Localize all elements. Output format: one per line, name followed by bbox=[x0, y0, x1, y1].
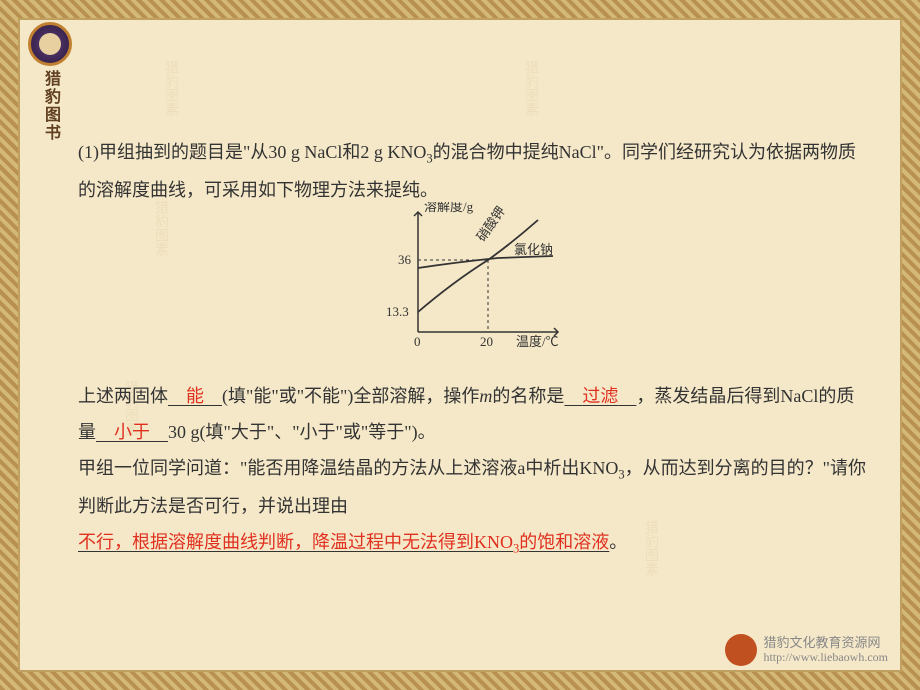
footer-brand: 猎豹文化教育资源网 http://www.liebaowh.com bbox=[725, 634, 888, 666]
ans-period: 。 bbox=[609, 532, 627, 552]
pad2b bbox=[618, 386, 636, 406]
op-m: m bbox=[479, 386, 492, 406]
answer-3: 小于 bbox=[114, 422, 150, 442]
brand-logo bbox=[28, 22, 72, 66]
pad2a bbox=[564, 386, 582, 406]
l3-t2: 30 g(填"大于"、"小于"或"等于")。 bbox=[168, 422, 436, 442]
ans-p1: 不行，根据溶解度曲线判断，降温过程中无法得到KNO bbox=[78, 532, 513, 552]
watermark: 猎豹图素 bbox=[520, 60, 540, 116]
blank-2: 过滤 bbox=[564, 386, 636, 406]
footer-url: http://www.liebaowh.com bbox=[763, 650, 888, 665]
l2-t3: 的名称是 bbox=[492, 386, 564, 406]
answer-2: 过滤 bbox=[582, 386, 618, 406]
footer-name: 猎豹文化教育资源网 bbox=[763, 635, 888, 651]
pad3b bbox=[150, 422, 168, 442]
logo-inner-icon bbox=[39, 33, 61, 55]
l2-t1: 上述两固体 bbox=[78, 386, 168, 406]
answer-1: 能 bbox=[186, 386, 204, 406]
blank-1: 能 bbox=[168, 386, 222, 406]
brand-text: 猎豹图书 bbox=[38, 70, 62, 142]
xtick-20: 20 bbox=[480, 334, 493, 349]
content-area: (1)甲组抽到的题目是"从30 g NaCl和2 g KNO3的混合物中提纯Na… bbox=[78, 134, 872, 561]
ytick-13: 13.3 bbox=[386, 304, 409, 319]
p1-text1: (1)甲组抽到的题目是"从30 g NaCl和2 g KNO bbox=[78, 142, 426, 162]
logo-circle-icon bbox=[28, 22, 72, 66]
pad3a bbox=[96, 422, 114, 442]
xtick-0: 0 bbox=[414, 334, 421, 349]
pad1a bbox=[168, 386, 186, 406]
y-label: 溶解度/g bbox=[424, 202, 474, 214]
solubility-chart: 溶解度/g 温度/℃ 36 13.3 0 20 硝酸钾 氯化钠 bbox=[78, 202, 872, 374]
x-label: 温度/℃ bbox=[516, 334, 559, 349]
watermark: 猎豹图素 bbox=[160, 60, 180, 116]
pad1b bbox=[204, 386, 222, 406]
l2-t2: (填"能"或"不能")全部溶解，操作 bbox=[222, 386, 479, 406]
answer-line: 不行，根据溶解度曲线判断，降温过程中无法得到KNO3的饱和溶液 bbox=[78, 532, 609, 552]
paragraph-3: 甲组一位同学问道："能否用降温结晶的方法从上述溶液a中析出KNO3，从而达到分离… bbox=[78, 450, 872, 524]
paragraph-2: 上述两固体 能 (填"能"或"不能")全部溶解，操作m的名称是 过滤 ，蒸发结晶… bbox=[78, 378, 872, 450]
ans-p2: 的饱和溶液 bbox=[519, 532, 609, 552]
ytick-36: 36 bbox=[398, 252, 412, 267]
kno3-label: 硝酸钾 bbox=[474, 203, 509, 244]
footer-text-wrap: 猎豹文化教育资源网 http://www.liebaowh.com bbox=[763, 635, 888, 666]
l4-t1: 甲组一位同学问道："能否用降温结晶的方法从上述溶液a中析出KNO bbox=[78, 458, 618, 478]
nacl-label: 氯化钠 bbox=[514, 242, 553, 257]
blank-3: 小于 bbox=[96, 422, 168, 442]
paragraph-4: 不行，根据溶解度曲线判断，降温过程中无法得到KNO3的饱和溶液。 bbox=[78, 524, 872, 562]
chart-svg: 溶解度/g 温度/℃ 36 13.3 0 20 硝酸钾 氯化钠 bbox=[370, 202, 580, 362]
footer-logo-icon bbox=[725, 634, 757, 666]
paragraph-1: (1)甲组抽到的题目是"从30 g NaCl和2 g KNO3的混合物中提纯Na… bbox=[78, 134, 872, 208]
